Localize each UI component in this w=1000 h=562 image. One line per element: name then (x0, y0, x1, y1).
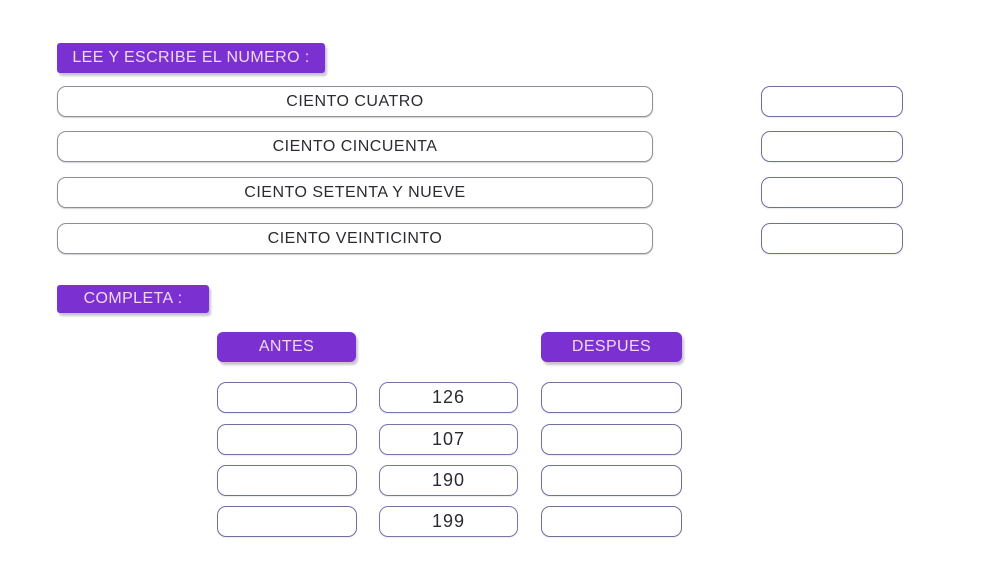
center-number-label: 199 (379, 506, 518, 537)
before-box-wrap (217, 382, 357, 413)
answer-box-wrap (761, 177, 903, 208)
number-word-label: CIENTO VEINTICINTO (57, 223, 653, 254)
after-answer-input[interactable] (541, 506, 682, 537)
number-answer-input[interactable] (761, 86, 903, 117)
column-header-despues: DESPUES (541, 332, 682, 362)
number-word-label: CIENTO CUATRO (57, 86, 653, 117)
number-word-label: CIENTO SETENTA Y NUEVE (57, 177, 653, 208)
before-answer-input[interactable] (217, 506, 357, 537)
answer-box-wrap (761, 131, 903, 162)
answer-box-wrap (761, 86, 903, 117)
after-box-wrap (541, 382, 682, 413)
number-word-label: CIENTO CINCUENTA (57, 131, 653, 162)
section-title-lee-y-escribe: LEE Y ESCRIBE EL NUMERO : (57, 43, 325, 73)
center-number-label: 107 (379, 424, 518, 455)
section-title-completa: COMPLETA : (57, 285, 209, 313)
after-answer-input[interactable] (541, 465, 682, 496)
before-answer-input[interactable] (217, 465, 357, 496)
before-answer-input[interactable] (217, 382, 357, 413)
before-box-wrap (217, 424, 357, 455)
center-number-label: 126 (379, 382, 518, 413)
after-answer-input[interactable] (541, 424, 682, 455)
number-answer-input[interactable] (761, 223, 903, 254)
before-box-wrap (217, 465, 357, 496)
after-box-wrap (541, 465, 682, 496)
center-number-label: 190 (379, 465, 518, 496)
after-box-wrap (541, 424, 682, 455)
before-answer-input[interactable] (217, 424, 357, 455)
number-answer-input[interactable] (761, 131, 903, 162)
answer-box-wrap (761, 223, 903, 254)
column-header-antes: ANTES (217, 332, 356, 362)
before-box-wrap (217, 506, 357, 537)
number-answer-input[interactable] (761, 177, 903, 208)
after-box-wrap (541, 506, 682, 537)
after-answer-input[interactable] (541, 382, 682, 413)
